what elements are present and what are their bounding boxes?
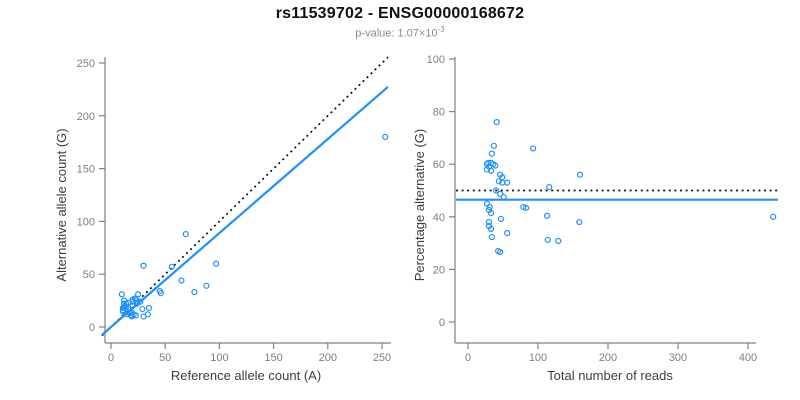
data-point xyxy=(492,187,500,194)
y-tick-label: 50 xyxy=(83,269,95,281)
data-point xyxy=(493,119,500,126)
data-point xyxy=(497,248,504,256)
pvalue-text: p-value: 1.07×10 xyxy=(355,27,438,40)
y-tick-label: 40 xyxy=(433,212,445,224)
x-tick-label: 0 xyxy=(465,352,471,364)
y-tick-label: 100 xyxy=(77,216,95,228)
data-point xyxy=(495,178,502,185)
data-point xyxy=(522,204,530,211)
right-xaxis-title: Total number of reads xyxy=(547,368,673,383)
data-point xyxy=(139,305,146,313)
x-tick-label: 400 xyxy=(739,352,757,364)
data-point xyxy=(529,145,537,152)
y-tick-label: 20 xyxy=(433,264,445,276)
data-point xyxy=(488,150,495,157)
data-point xyxy=(486,203,493,211)
data-point xyxy=(497,215,504,223)
left-yaxis-title: Alternative allele count (G) xyxy=(54,128,69,282)
data-point xyxy=(137,298,144,305)
x-tick-label: 300 xyxy=(669,352,687,364)
data-point xyxy=(520,203,527,211)
data-point xyxy=(504,179,511,186)
data-point xyxy=(544,236,551,244)
data-point xyxy=(555,237,562,245)
data-point xyxy=(213,260,220,267)
y-tick-label: 250 xyxy=(77,58,95,70)
data-point xyxy=(488,210,495,217)
x-tick-label: 50 xyxy=(159,352,171,364)
data-point xyxy=(182,230,189,238)
x-tick-label: 100 xyxy=(210,352,228,364)
y-tick-label: 100 xyxy=(427,54,445,66)
data-point xyxy=(135,291,142,298)
percentage-alternative-scatter: 0 100 200 300 400 0 20 40 60 80 100 xyxy=(427,54,778,364)
x-tick-label: 0 xyxy=(108,352,114,364)
y-tick-label: 200 xyxy=(77,111,95,123)
data-point xyxy=(382,133,389,141)
page-title: rs11539702 - ENSG00000168672 xyxy=(275,5,525,22)
data-point xyxy=(576,171,584,178)
identity-line xyxy=(101,56,389,337)
data-point xyxy=(191,289,198,296)
data-point xyxy=(157,290,164,297)
data-point xyxy=(144,311,151,318)
data-point xyxy=(500,193,507,201)
right-yaxis-title: Percentage alternative (G) xyxy=(412,128,427,282)
data-point xyxy=(488,225,495,232)
data-point xyxy=(497,190,504,198)
y-tick-label: 0 xyxy=(89,322,95,334)
data-point xyxy=(770,213,777,220)
y-tick-label: 0 xyxy=(439,317,445,329)
allele-count-scatter: 0 50 100 150 200 250 0 50 100 150 200 250 xyxy=(77,56,391,364)
data-point xyxy=(203,282,210,289)
data-point xyxy=(504,230,511,237)
data-point xyxy=(132,312,140,319)
data-point xyxy=(488,167,495,174)
x-tick-label: 100 xyxy=(529,352,547,364)
data-point xyxy=(145,304,153,312)
data-point xyxy=(123,303,130,311)
data-point xyxy=(492,162,499,169)
pvalue-subtitle: p-value: 1.07×10-3 xyxy=(0,25,800,40)
data-point xyxy=(576,218,583,226)
data-point xyxy=(543,212,551,219)
data-point xyxy=(118,291,125,298)
data-point xyxy=(119,308,127,315)
x-tick-label: 200 xyxy=(319,352,337,364)
x-tick-label: 250 xyxy=(373,352,391,364)
data-point xyxy=(178,277,185,284)
regression-line xyxy=(101,86,389,336)
data-point xyxy=(140,262,147,269)
y-tick-label: 80 xyxy=(433,107,445,119)
y-tick-label: 60 xyxy=(433,159,445,171)
data-point xyxy=(485,218,493,226)
pvalue-exponent: -3 xyxy=(437,25,445,34)
y-tick-label: 150 xyxy=(77,164,95,176)
data-point xyxy=(490,142,497,149)
x-tick-label: 150 xyxy=(264,352,282,364)
data-point xyxy=(488,233,495,241)
data-point xyxy=(168,263,175,270)
x-tick-label: 200 xyxy=(599,352,617,364)
left-xaxis-title: Reference allele count (A) xyxy=(170,368,322,383)
data-point xyxy=(546,183,553,191)
